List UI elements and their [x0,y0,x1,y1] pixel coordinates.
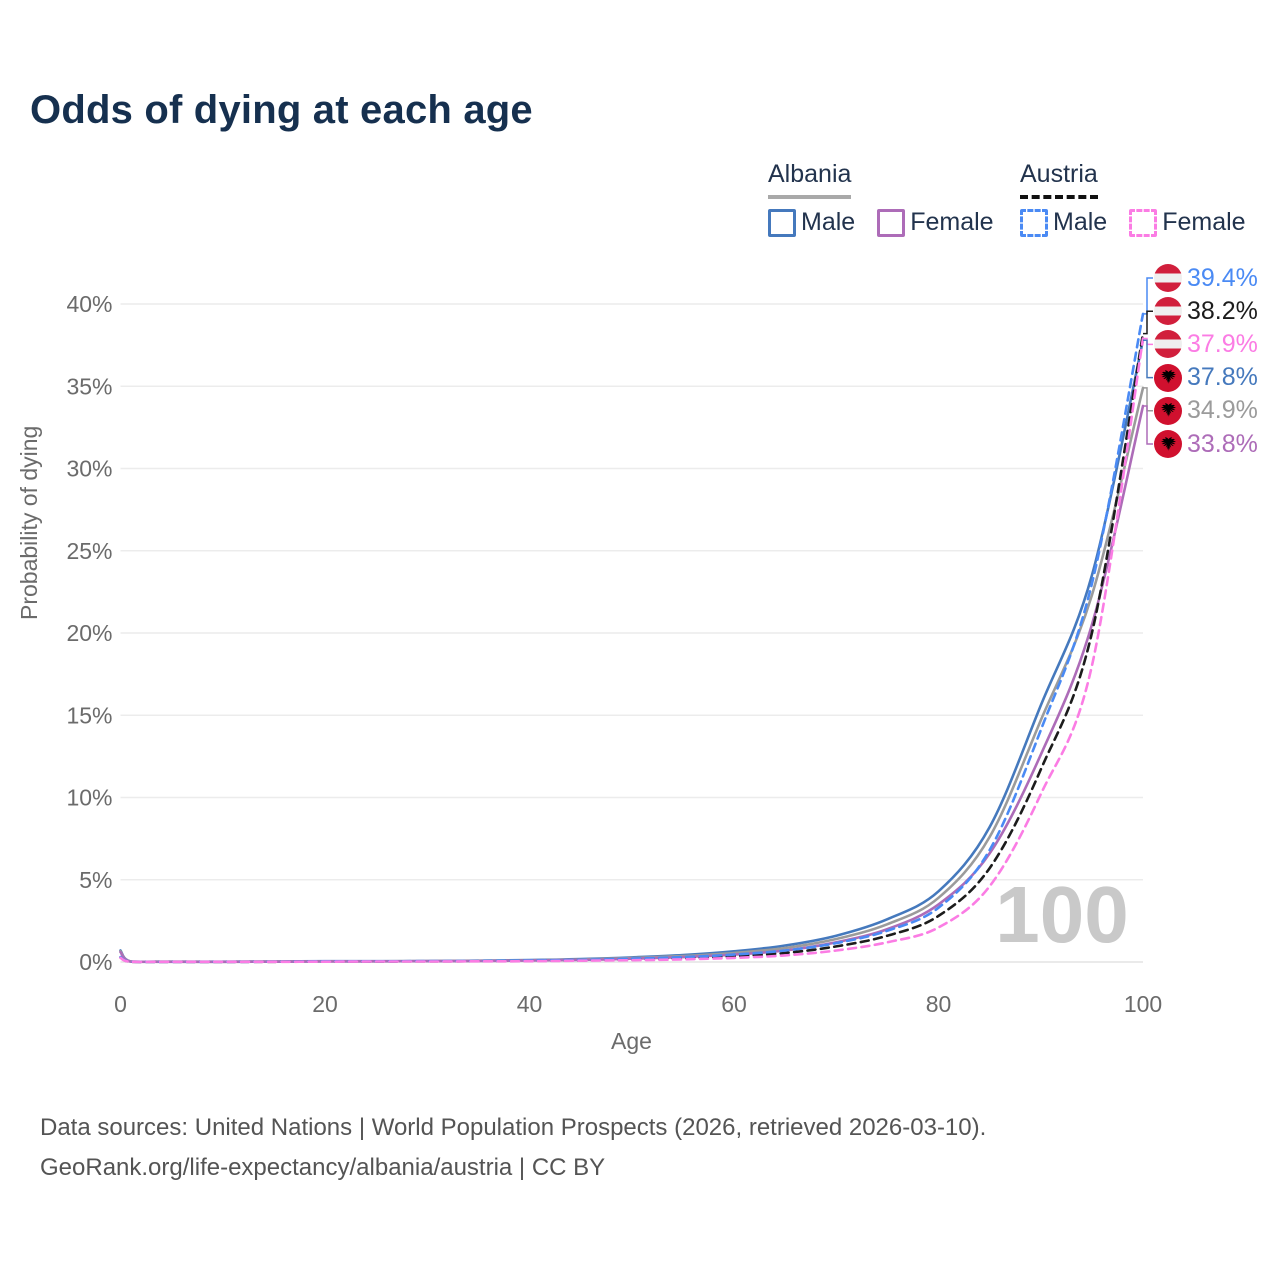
austria-flag-icon [1154,297,1182,326]
albania-male-swatch-icon [768,208,796,237]
end-label-value: 37.9% [1187,329,1258,358]
end-label-austria-both: 38.2% [1154,296,1258,326]
austria-flag-icon [1154,264,1182,292]
y-tick-label: 20% [66,620,112,646]
x-tick-label: 80 [926,991,952,1017]
footer-data-sources: Data sources: United Nations | World Pop… [40,1114,987,1141]
austria-flag-icon [1154,330,1182,359]
end-label-leader-line [1143,337,1153,346]
y-tick-label: 30% [66,456,112,482]
legend-item-label: Female [1162,208,1246,236]
y-tick-label: 0% [79,949,112,975]
legend-item-albania-female[interactable]: Female [877,208,994,237]
end-label-value: 37.8% [1187,363,1258,392]
albania-flag-icon [1154,396,1182,425]
hover-age-watermark: 100 [995,870,1128,959]
legend-item-label: Male [1053,208,1108,236]
x-tick-label: 40 [517,991,543,1017]
albania-flag-icon [1154,430,1182,458]
chart-title: Odds of dying at each age [30,88,533,132]
legend-item-label: Male [801,208,856,236]
legend-group-austria: Austria Male Female [1020,160,1246,237]
end-label-value: 38.2% [1187,296,1258,325]
legend-country-austria[interactable]: Austria [1020,160,1098,199]
x-tick-label: 60 [721,991,747,1017]
double-headed-eagle-icon [1160,436,1176,451]
end-label-leader-line [1143,405,1153,445]
end-label-value: 33.8% [1187,429,1258,458]
x-tick-label: 100 [1124,991,1162,1017]
end-label-albania-both: 34.9% [1154,396,1258,426]
legend-item-albania-male[interactable]: Male [768,208,855,237]
legend-country-albania[interactable]: Albania [768,160,852,199]
legend-item-austria-female[interactable]: Female [1129,208,1246,237]
series-line-austria-female[interactable] [119,337,1145,964]
end-label-albania-male: 37.8% [1154,363,1258,393]
y-tick-label: 35% [66,373,112,399]
legend-item-label: Female [910,208,994,236]
series-line-albania-female[interactable] [119,404,1145,964]
end-label-leader-line [1143,277,1153,315]
y-axis-title: Probability of dying [16,425,42,620]
albania-flag-icon [1154,363,1182,392]
end-label-value: 34.9% [1187,396,1258,425]
end-label-austria-male: 39.4% [1154,263,1258,293]
end-label-value: 39.4% [1187,263,1258,292]
y-tick-label: 25% [66,538,112,564]
series-line-austria-male[interactable] [119,312,1145,964]
austria-female-swatch-icon [1129,208,1158,237]
legend-group-albania: Albania Male Female [768,160,994,237]
footer: Data sources: United Nations | World Pop… [40,1108,986,1188]
x-tick-label: 0 [114,991,127,1017]
series-line-austria-both[interactable] [119,332,1145,964]
legend-item-austria-male[interactable]: Male [1020,208,1107,237]
series-line-albania-both[interactable] [119,386,1145,964]
x-axis-title: Age [611,1028,652,1054]
end-label-leader-line [1143,310,1153,335]
double-headed-eagle-icon [1160,370,1176,384]
end-label-leader-line [1143,387,1153,412]
end-label-albania-female: 33.8% [1154,429,1258,459]
y-tick-label: 40% [66,291,112,317]
mortality-line-chart[interactable]: 0% 5% 10% 15% 20% 25% 30% 35% 40% 0 20 40 60 80 100 100 [0,0,1280,1080]
y-tick-label: 10% [66,785,112,811]
x-tick-label: 20 [312,991,338,1017]
end-label-austria-female: 37.9% [1154,329,1258,359]
albania-female-swatch-icon [877,208,906,237]
y-tick-label: 5% [79,867,112,893]
y-tick-label: 15% [66,702,112,728]
double-headed-eagle-icon [1160,403,1176,418]
footer-attribution: GeoRank.org/life-expectancy/albania/aust… [40,1154,606,1181]
end-label-leader-line [1143,339,1153,379]
austria-male-swatch-icon [1020,208,1048,237]
